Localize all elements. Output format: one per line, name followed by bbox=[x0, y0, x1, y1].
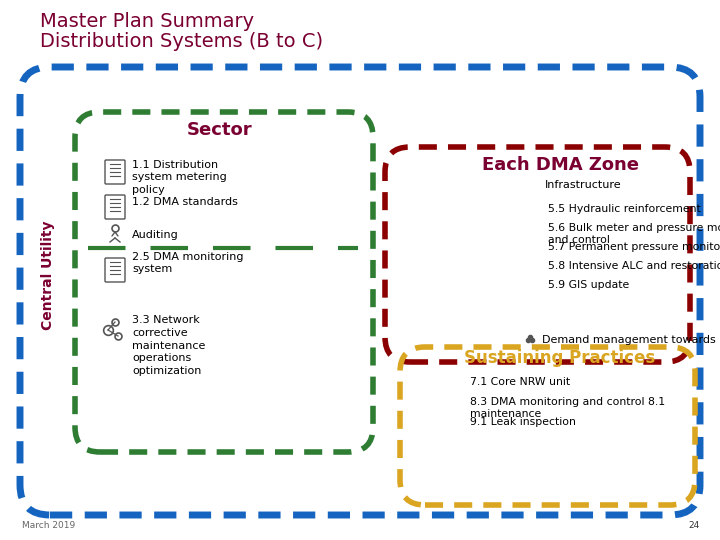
Text: Central Utility: Central Utility bbox=[41, 220, 55, 330]
Text: 8.3 DMA monitoring and control 8.1
maintenance: 8.3 DMA monitoring and control 8.1 maint… bbox=[470, 397, 665, 418]
Text: Auditing: Auditing bbox=[132, 230, 179, 240]
Text: March 2019: March 2019 bbox=[22, 521, 76, 530]
Text: 3.3 Network
corrective
maintenance
operations
optimization: 3.3 Network corrective maintenance opera… bbox=[132, 315, 205, 376]
Text: 5.9 GIS update: 5.9 GIS update bbox=[548, 280, 629, 290]
Text: Infrastructure: Infrastructure bbox=[545, 180, 621, 190]
Text: 1.2 DMA standards: 1.2 DMA standards bbox=[132, 197, 238, 207]
Text: 1.1 Distribution
system metering
policy: 1.1 Distribution system metering policy bbox=[132, 160, 227, 195]
Text: 5.8 Intensive ALC and restoration: 5.8 Intensive ALC and restoration bbox=[548, 261, 720, 271]
Text: Master Plan Summary: Master Plan Summary bbox=[40, 12, 254, 31]
Text: 5.7 Permanent pressure monitoring: 5.7 Permanent pressure monitoring bbox=[548, 242, 720, 252]
Text: 9.1 Leak inspection: 9.1 Leak inspection bbox=[470, 417, 576, 427]
Text: 24: 24 bbox=[689, 521, 700, 530]
Text: Distribution Systems (B to C): Distribution Systems (B to C) bbox=[40, 32, 323, 51]
Text: Each DMA Zone: Each DMA Zone bbox=[482, 156, 639, 174]
Text: 5.5 Hydraulic reinforcement: 5.5 Hydraulic reinforcement bbox=[548, 204, 701, 214]
Text: Demand management towards 24/7: Demand management towards 24/7 bbox=[542, 335, 720, 345]
Text: Sector: Sector bbox=[187, 121, 253, 139]
Text: 2.5 DMA monitoring
system: 2.5 DMA monitoring system bbox=[132, 252, 243, 274]
Text: 7.1 Core NRW unit: 7.1 Core NRW unit bbox=[470, 377, 570, 387]
Text: 5.6 Bulk meter and pressure monitoring
and control: 5.6 Bulk meter and pressure monitoring a… bbox=[548, 223, 720, 245]
Text: Sustaining Practices: Sustaining Practices bbox=[464, 349, 656, 367]
